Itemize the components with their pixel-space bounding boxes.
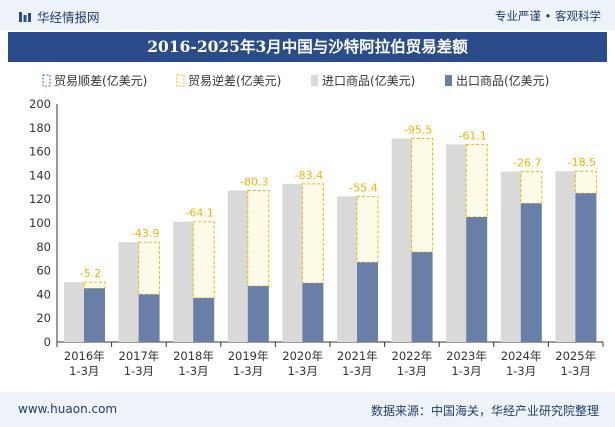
x-tick-label: 2017年: [119, 349, 160, 363]
export-bar: [357, 262, 378, 342]
title-bar: 2016-2025年3月中国与沙特阿拉伯贸易差额: [8, 32, 607, 62]
import-bar: [391, 138, 413, 342]
export-bar: [575, 193, 597, 342]
export-bar: [138, 294, 160, 342]
y-tick-label: 80: [36, 240, 51, 254]
bars: [64, 138, 597, 342]
x-tick-label: 2019年: [228, 349, 269, 363]
deficit-bar: [356, 195, 379, 263]
y-tick-label: 60: [36, 264, 51, 278]
export-bar: [247, 286, 269, 342]
legend-label: 出口商品(亿美元): [456, 73, 549, 88]
top-bar: 华经情报网 专业严谨 • 客观科学: [0, 0, 615, 30]
legend-item-surplus: 贸易顺差(亿美元): [42, 73, 147, 88]
export-bar: [520, 203, 542, 342]
x-tick-label: 2020年: [282, 349, 323, 363]
deficit-bar: [247, 190, 270, 287]
footer-source: 数据来源：中国海关，华经产业研究院整理: [370, 404, 599, 418]
deficit-bar: [83, 281, 106, 289]
import-bar: [500, 171, 522, 342]
x-tick-label: 2024年: [501, 349, 542, 363]
x-tick-label: 2025年: [555, 349, 596, 363]
y-tick-label: 160: [29, 145, 51, 159]
legend-label: 贸易顺差(亿美元): [54, 73, 147, 88]
y-tick-label: 100: [29, 216, 51, 230]
import-bar: [337, 196, 358, 342]
x-tick-label: 1-3月: [69, 364, 99, 378]
import-bar: [64, 282, 85, 342]
x-tick-label: 2022年: [392, 349, 433, 363]
deficit-bar: [192, 221, 215, 299]
y-tick-label: 40: [36, 287, 51, 301]
deficit-bar: [138, 241, 161, 295]
x-tick-label: 1-3月: [288, 364, 318, 378]
deficit-bar: [520, 171, 543, 204]
legend: 贸易顺差(亿美元) 贸易逆差(亿美元) 进口商品(亿美元) 出口商品(亿美元): [42, 73, 549, 88]
deficit-data-label: -61.1: [458, 129, 486, 142]
deficit-data-label: -80.3: [240, 176, 268, 189]
deficit-bar: [411, 138, 434, 253]
chart-title: 2016-2025年3月中国与沙特阿拉伯贸易差额: [147, 37, 468, 56]
deficit-bar: [574, 170, 597, 194]
x-tick-label: 1-3月: [233, 364, 263, 378]
footer: www.huaon.com 数据来源：中国海关，华经产业研究院整理: [0, 392, 615, 427]
y-tick-label: 0: [44, 335, 51, 349]
import-bar: [555, 171, 577, 342]
x-tick-label: 1-3月: [451, 364, 481, 378]
export-bar: [411, 252, 433, 342]
x-tick-label: 1-3月: [561, 364, 591, 378]
data-labels: -5.2 -43.9 -64.1 -80.3 -83.4 -55.4 -95.5 -61.1 -…: [80, 124, 596, 281]
y-tick-label: 200: [29, 97, 51, 111]
export-bar: [84, 288, 105, 342]
x-tick-label: 1-3月: [506, 364, 536, 378]
legend-item-export: 出口商品(亿美元): [445, 73, 549, 88]
slogan: 专业严谨 • 客观科学: [494, 9, 601, 23]
x-tick-label: 1-3月: [124, 364, 154, 378]
x-tick-label: 1-3月: [342, 364, 372, 378]
y-tick-label: 20: [36, 311, 51, 325]
import-bar: [282, 183, 304, 342]
export-bar: [193, 297, 215, 342]
chart: 贸易顺差(亿美元) 贸易逆差(亿美元) 进口商品(亿美元) 出口商品(亿美元) …: [29, 73, 604, 378]
x-tick-label: 2021年: [337, 349, 378, 363]
deficit-data-label: -5.2: [80, 267, 101, 280]
deficit-data-label: -83.4: [295, 169, 323, 182]
deficit-data-label: -95.5: [404, 124, 432, 137]
legend-label: 进口商品(亿美元): [322, 73, 415, 88]
deficit-data-label: -43.9: [131, 227, 159, 240]
y-tick-label: 180: [29, 121, 51, 135]
import-bar: [227, 190, 249, 342]
x-tick-label: 2023年: [446, 349, 487, 363]
legend-item-deficit: 贸易逆差(亿美元): [176, 73, 281, 88]
legend-item-import: 进口商品(亿美元): [311, 73, 415, 88]
deficit-bar: [465, 143, 488, 218]
deficit-data-label: -64.1: [185, 207, 213, 220]
x-tick-label: 2016年: [64, 349, 105, 363]
y-tick-label: 140: [29, 168, 51, 182]
x-tick-label: 1-3月: [178, 364, 208, 378]
import-bar: [446, 144, 468, 342]
import-bar: [118, 242, 140, 342]
deficit-data-label: -18.5: [568, 156, 596, 169]
deficit-data-label: -26.7: [513, 157, 541, 170]
export-bar: [302, 283, 324, 342]
deficit-bar: [301, 183, 324, 284]
x-tick-label: 1-3月: [397, 364, 427, 378]
brand-name: 华经情报网: [37, 10, 100, 25]
import-bar: [173, 221, 195, 342]
footer-url[interactable]: www.huaon.com: [18, 402, 118, 416]
legend-label: 贸易逆差(亿美元): [188, 73, 281, 88]
export-bar: [466, 217, 488, 342]
brand-logo-icon: [19, 11, 31, 22]
x-tick-label: 2018年: [173, 349, 214, 363]
deficit-data-label: -55.4: [349, 181, 377, 194]
brand[interactable]: 华经情报网: [18, 7, 100, 26]
axes: 0204060801001201401601802002016年1-3月2017…: [29, 97, 604, 378]
y-tick-label: 120: [29, 192, 51, 206]
